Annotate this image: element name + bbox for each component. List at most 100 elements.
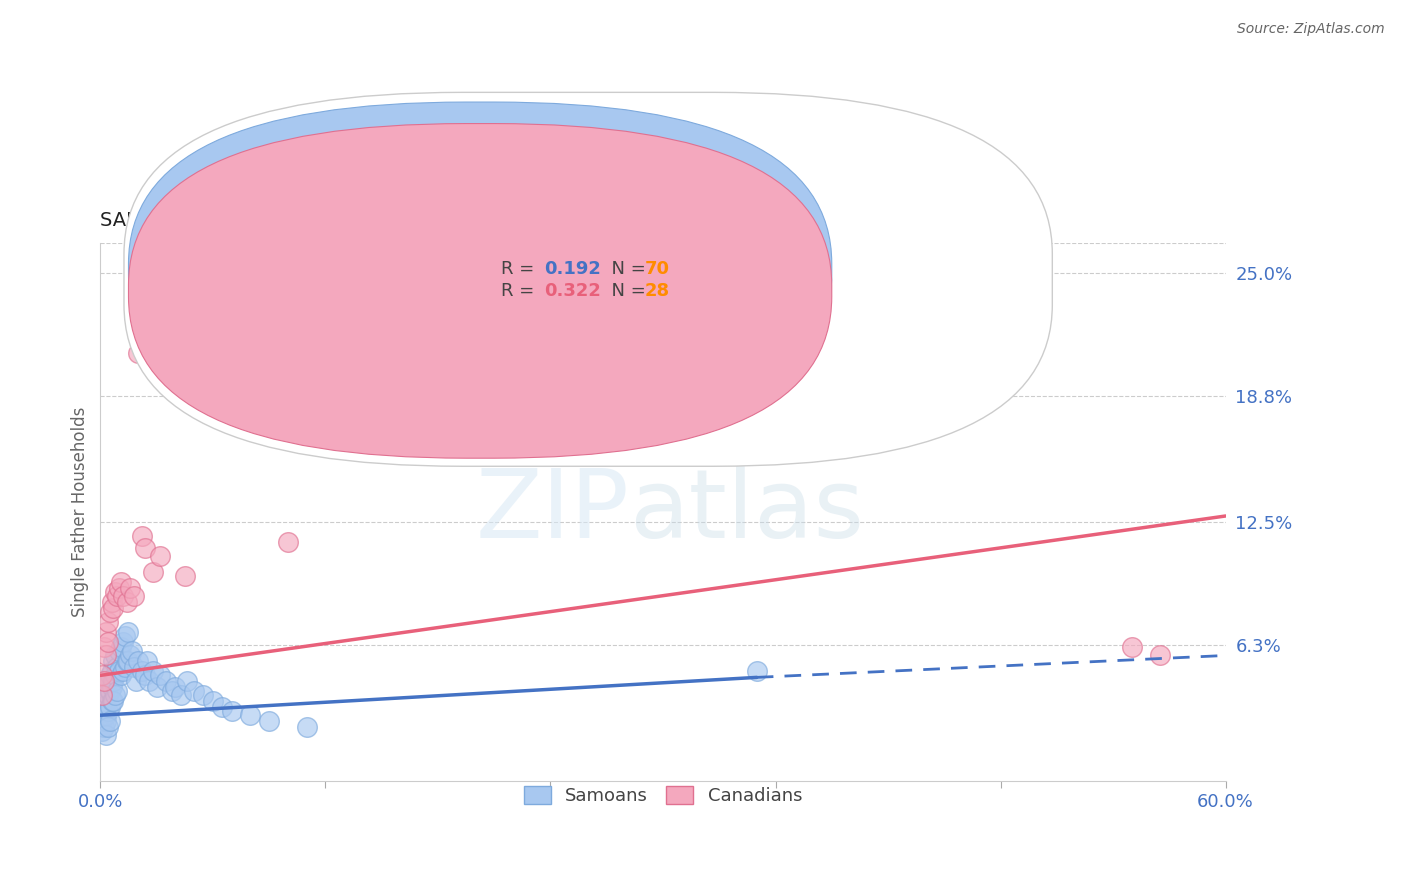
Point bbox=[176, 674, 198, 689]
Point bbox=[93, 684, 115, 698]
Point bbox=[93, 720, 115, 734]
Point bbox=[93, 674, 115, 689]
Text: 70: 70 bbox=[645, 260, 671, 278]
Point bbox=[91, 668, 114, 682]
Point bbox=[104, 584, 127, 599]
Point bbox=[91, 694, 114, 708]
Text: ZIP: ZIP bbox=[475, 466, 630, 558]
Point bbox=[105, 684, 128, 698]
Point bbox=[97, 720, 120, 734]
FancyBboxPatch shape bbox=[128, 102, 832, 437]
Point bbox=[745, 665, 768, 679]
Point bbox=[149, 668, 172, 682]
Point bbox=[98, 714, 121, 729]
Point bbox=[127, 345, 149, 359]
Point bbox=[93, 700, 115, 714]
Text: N =: N = bbox=[600, 282, 651, 300]
Point bbox=[121, 644, 143, 658]
Point bbox=[110, 574, 132, 589]
Point bbox=[91, 704, 114, 718]
Point bbox=[136, 655, 159, 669]
Point bbox=[97, 634, 120, 648]
Point bbox=[104, 688, 127, 702]
Point bbox=[120, 581, 142, 595]
Point bbox=[100, 595, 122, 609]
Point bbox=[120, 648, 142, 663]
Point bbox=[94, 708, 117, 723]
Point bbox=[131, 529, 153, 543]
Text: 28: 28 bbox=[645, 282, 671, 300]
Text: R =: R = bbox=[501, 282, 540, 300]
Point bbox=[160, 684, 183, 698]
Point bbox=[111, 634, 134, 648]
Point bbox=[100, 681, 122, 695]
Point bbox=[98, 700, 121, 714]
Point bbox=[97, 704, 120, 718]
Point bbox=[122, 589, 145, 603]
Point bbox=[91, 714, 114, 729]
Point bbox=[183, 684, 205, 698]
Text: Source: ZipAtlas.com: Source: ZipAtlas.com bbox=[1237, 22, 1385, 37]
Point bbox=[108, 644, 131, 658]
Point bbox=[170, 688, 193, 702]
Point bbox=[142, 565, 165, 579]
Point bbox=[134, 541, 156, 555]
Point bbox=[117, 655, 139, 669]
Point bbox=[97, 674, 120, 689]
Point bbox=[165, 681, 187, 695]
Point bbox=[125, 674, 148, 689]
Point bbox=[117, 624, 139, 639]
Point bbox=[134, 668, 156, 682]
Point bbox=[98, 605, 121, 619]
Point bbox=[103, 674, 125, 689]
Point bbox=[93, 640, 115, 655]
Text: SAMOAN VS CANADIAN SINGLE FATHER HOUSEHOLDS CORRELATION CHART: SAMOAN VS CANADIAN SINGLE FATHER HOUSEHO… bbox=[100, 211, 845, 230]
Point bbox=[94, 624, 117, 639]
Point bbox=[103, 600, 125, 615]
Point bbox=[100, 665, 122, 679]
Point bbox=[115, 655, 138, 669]
Point bbox=[93, 708, 115, 723]
Point bbox=[91, 724, 114, 739]
Point bbox=[295, 720, 318, 734]
Point bbox=[122, 660, 145, 674]
Point bbox=[94, 728, 117, 742]
Point bbox=[91, 688, 114, 702]
Point bbox=[155, 674, 177, 689]
Point bbox=[98, 668, 121, 682]
Point bbox=[201, 694, 224, 708]
Point bbox=[110, 640, 132, 655]
Point bbox=[127, 655, 149, 669]
Point bbox=[111, 589, 134, 603]
Point bbox=[1121, 640, 1143, 655]
Point bbox=[103, 655, 125, 669]
Point bbox=[221, 704, 243, 718]
Y-axis label: Single Father Households: Single Father Households bbox=[72, 407, 89, 617]
Point bbox=[108, 665, 131, 679]
Point bbox=[100, 694, 122, 708]
Point bbox=[115, 595, 138, 609]
Point bbox=[173, 568, 195, 582]
Point bbox=[110, 668, 132, 682]
FancyBboxPatch shape bbox=[128, 124, 832, 458]
Point bbox=[142, 665, 165, 679]
Point bbox=[97, 615, 120, 629]
Point bbox=[114, 628, 136, 642]
Point bbox=[239, 708, 262, 723]
Legend: Samoans, Canadians: Samoans, Canadians bbox=[516, 779, 810, 813]
Point bbox=[211, 700, 233, 714]
Point bbox=[1149, 648, 1171, 663]
Point bbox=[94, 681, 117, 695]
Text: 0.192: 0.192 bbox=[544, 260, 600, 278]
Point bbox=[105, 589, 128, 603]
Point bbox=[149, 549, 172, 563]
FancyBboxPatch shape bbox=[124, 93, 1052, 467]
Point bbox=[94, 714, 117, 729]
Point bbox=[97, 688, 120, 702]
Point bbox=[114, 660, 136, 674]
Point bbox=[108, 581, 131, 595]
Point bbox=[98, 684, 121, 698]
Point bbox=[131, 665, 153, 679]
Point bbox=[193, 688, 215, 702]
Point bbox=[93, 688, 115, 702]
